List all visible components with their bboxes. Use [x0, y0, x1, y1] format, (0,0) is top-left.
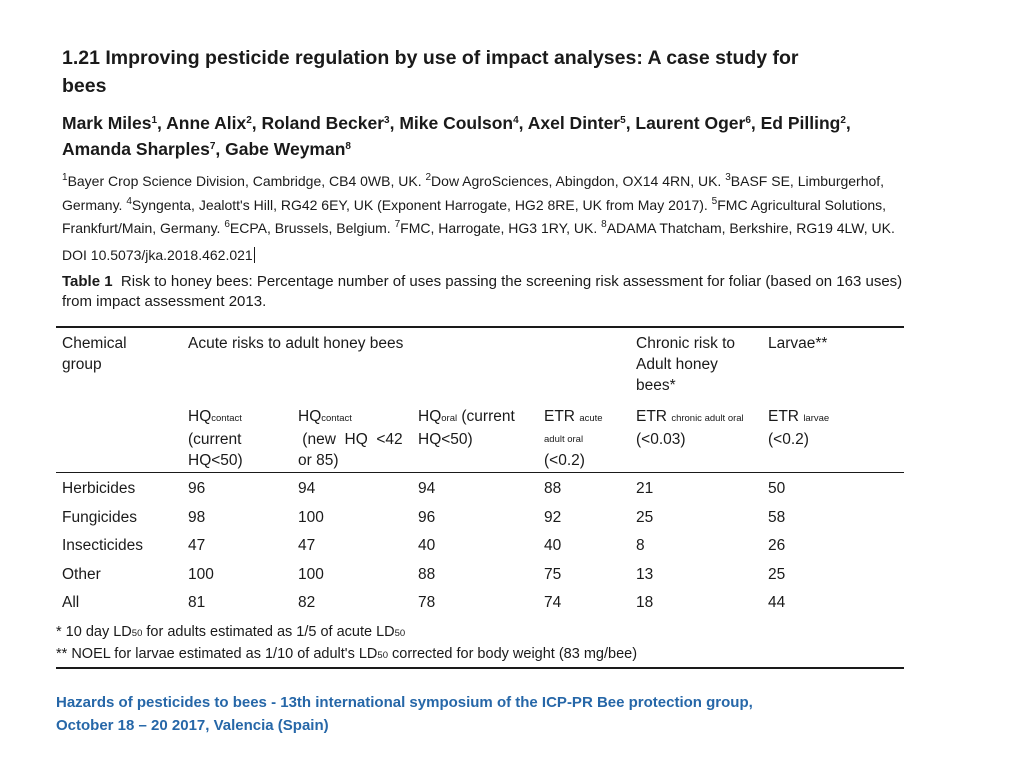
author: Anne Alix2,	[166, 113, 262, 133]
affiliation-text: FMC, Harrogate, HG3 1RY, UK.	[400, 220, 602, 236]
author: Mike Coulson4,	[399, 113, 528, 133]
doi-text: DOI 10.5073/jka.2018.462.021	[62, 246, 253, 263]
table-row: Other 100 100 88 75 13 25	[56, 564, 904, 592]
table-caption-text: Risk to honey bees: Percentage number of…	[62, 272, 903, 310]
table-cell: 75	[544, 565, 562, 583]
table-cell: 100	[188, 565, 214, 583]
paper-page: 1.21 Improving pesticide regulation by u…	[62, 44, 912, 312]
table-cell: 25	[768, 565, 786, 583]
paper-title-line: bees	[62, 75, 107, 97]
affiliation-marker: 8	[601, 219, 607, 230]
table-cell: 47	[188, 537, 206, 554]
table-row: All 81 82 78 74 18 44	[56, 592, 904, 620]
table-header-rule	[56, 472, 904, 473]
table-cell: 13	[636, 565, 654, 583]
affiliation-marker: 4	[126, 195, 132, 207]
affiliation-marker: 5	[711, 195, 718, 207]
table-cell: 50	[768, 480, 786, 497]
header-hq-oral: HQoral (current HQ<50)	[418, 408, 515, 448]
author-list: Mark Miles1, Anne Alix2, Roland Becker3,…	[62, 109, 912, 161]
header-chronic-risk: Chronic risk to Adult honey bees*	[636, 335, 736, 394]
row-group-label: Other	[62, 565, 101, 583]
affiliation-text: BASF SE, Limburgerhof, Germany.	[62, 173, 885, 213]
affiliation-text: ADAMA Thatcham, Berkshire, RG19 4LW, UK.	[606, 220, 895, 236]
header-acute-risks: Acute risks to adult honey bees	[188, 335, 404, 352]
footer-line: October 18 – 20 2017, Valencia (Spain)	[56, 717, 329, 734]
table-caption: Table 1 Risk to honey bees: Percentage n…	[62, 272, 912, 312]
table-cell: 96	[418, 508, 436, 526]
table-cell: 40	[418, 537, 436, 554]
header-etr-acute: ETR acute adult oral (<0.2)	[544, 408, 603, 469]
paper-title: 1.21 Improving pesticide regulation by u…	[62, 44, 912, 100]
symposium-footer: Hazards of pesticides to bees - 13th int…	[56, 691, 753, 737]
header-etr-larvae: ETR larvae (<0.2)	[768, 408, 830, 448]
table-cell: 82	[298, 594, 316, 611]
header-etr-chronic: ETR chronic adult oral (<0.03)	[636, 408, 744, 448]
table-row: Fungicides 98 100 96 92 25 58	[56, 507, 904, 535]
affiliations: 1Bayer Crop Science Division, Cambridge,…	[62, 168, 912, 239]
author: Roland Becker3,	[261, 113, 400, 133]
table-top-rule	[56, 326, 904, 328]
affiliation-marker: 1	[62, 172, 68, 183]
table-cell: 100	[298, 508, 324, 526]
affiliation-text: Dow AgroSciences, Abingdon, OX14 4RN, UK…	[431, 173, 726, 189]
table-cell: 92	[544, 508, 562, 526]
affiliation-text: ECPA, Brussels, Belgium.	[229, 220, 395, 236]
table-footnote: * 10 day LD50 for adults estimated as 1/…	[56, 624, 406, 640]
header-hq-contact-new: HQcontact (new HQ <42 or 85)	[298, 408, 403, 469]
table-cell: 100	[298, 565, 324, 583]
table-cell: 18	[636, 594, 654, 611]
table-cell: 98	[188, 508, 206, 526]
table-cell: 44	[768, 594, 786, 611]
affiliation-marker: 2	[425, 172, 432, 183]
author: Axel Dinter5,	[527, 113, 636, 133]
table-caption-label: Table 1	[62, 272, 113, 290]
author: Ed Pilling2,	[760, 113, 851, 133]
text-cursor	[253, 246, 255, 263]
table-row: Herbicides 96 94 94 88 21 50	[56, 478, 904, 506]
table-cell: 81	[188, 594, 206, 611]
affiliation-text: Bayer Crop Science Division, Cambridge, …	[67, 173, 426, 189]
table-row: Insecticides 47 47 40 40 8 26	[56, 535, 904, 563]
table-cell: 78	[418, 594, 436, 611]
table-bottom-rule	[56, 667, 904, 669]
table-cell: 21	[636, 480, 654, 497]
author: Gabe Weyman8	[225, 139, 351, 159]
table-cell: 94	[298, 480, 316, 497]
table-cell: 74	[544, 594, 562, 611]
risk-table: Chemical group Acute risks to adult honey…	[56, 324, 916, 674]
row-group-label: Fungicides	[62, 508, 137, 526]
paper-title-line: 1.21 Improving pesticide regulation by u…	[62, 47, 799, 69]
row-group-label: Insecticides	[62, 537, 143, 554]
affiliation-marker: 7	[394, 219, 401, 230]
table-cell: 58	[768, 508, 786, 526]
author: Mark Miles1,	[62, 113, 167, 133]
table-cell: 47	[298, 537, 316, 554]
footer-line: Hazards of pesticides to bees - 13th int…	[56, 694, 753, 711]
table-cell: 94	[418, 480, 436, 497]
table-cell: 88	[544, 480, 562, 497]
header-chemical-group: Chemical group	[62, 335, 127, 373]
header-larvae: Larvae**	[768, 335, 828, 352]
table-cell: 8	[636, 537, 645, 554]
doi[interactable]: DOI 10.5073/jka.2018.462.021	[62, 245, 912, 265]
author: Amanda Sharples7,	[62, 139, 226, 159]
table-cell: 26	[768, 537, 786, 554]
affiliation-marker: 6	[224, 219, 230, 230]
affiliation-text: Syngenta, Jealott's Hill, RG42 6EY, UK (…	[131, 196, 712, 213]
row-group-label: All	[62, 594, 80, 611]
row-group-label: Herbicides	[62, 480, 136, 497]
table-cell: 88	[418, 565, 436, 583]
affiliation-marker: 3	[725, 172, 731, 183]
affiliation-text: FMC Agricultural Solutions, Frankfurt/Ma…	[62, 196, 887, 237]
author: Laurent Oger6,	[635, 113, 761, 133]
table-cell: 25	[636, 508, 654, 526]
table-cell: 96	[188, 480, 206, 497]
header-hq-contact-current: HQcontact (current HQ<50)	[188, 408, 243, 469]
table-cell: 40	[544, 537, 562, 554]
table-footnote: ** NOEL for larvae estimated as 1/10 of …	[56, 646, 638, 662]
